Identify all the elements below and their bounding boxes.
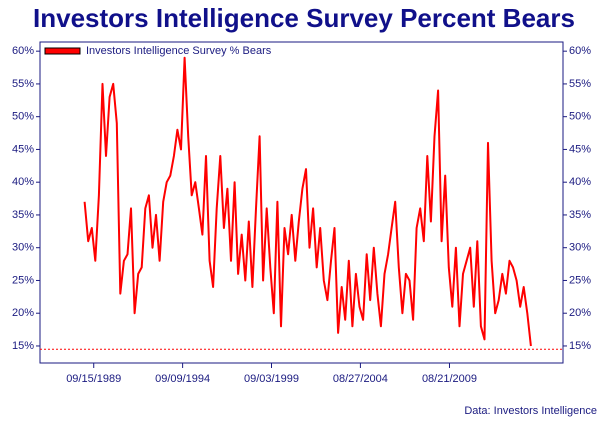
y-tick-label: 55% (12, 78, 34, 90)
y-tick-label: 20% (12, 307, 34, 319)
x-tick-label: 08/27/2004 (333, 373, 388, 385)
x-tick-label: 08/21/2009 (422, 373, 477, 385)
y2-tick-label: 20% (569, 307, 591, 319)
y2-tick-label: 35% (569, 209, 591, 221)
x-tick-label: 09/15/1989 (66, 373, 121, 385)
data-line (83, 56, 532, 347)
y2-tick-label: 55% (569, 78, 591, 90)
x-tick-label: 09/09/1994 (155, 373, 210, 385)
y2-tick-label: 15% (569, 340, 591, 352)
y-tick-label: 15% (12, 340, 34, 352)
plot-frame (39, 41, 564, 364)
y-tick-label: 35% (12, 209, 34, 221)
legend-swatch (44, 47, 81, 55)
y-tick-label: 25% (12, 274, 34, 286)
y-tick-label: 45% (12, 143, 34, 155)
chart-title: Investors Intelligence Survey Percent Be… (33, 3, 575, 33)
x-tick-label: 09/03/1999 (244, 373, 299, 385)
y2-tick-label: 60% (569, 45, 591, 57)
source-note: Data: Investors Intelligence (464, 405, 597, 417)
y-tick-label: 40% (12, 176, 34, 188)
y2-tick-label: 50% (569, 111, 591, 123)
y2-tick-label: 25% (569, 274, 591, 286)
y-tick-label: 30% (12, 242, 34, 254)
y2-tick-label: 45% (569, 143, 591, 155)
y2-tick-label: 30% (569, 242, 591, 254)
y-tick-label: 50% (12, 111, 34, 123)
y-tick-label: 60% (12, 45, 34, 57)
y2-tick-label: 40% (569, 176, 591, 188)
legend-label: Investors Intelligence Survey % Bears (86, 45, 272, 57)
